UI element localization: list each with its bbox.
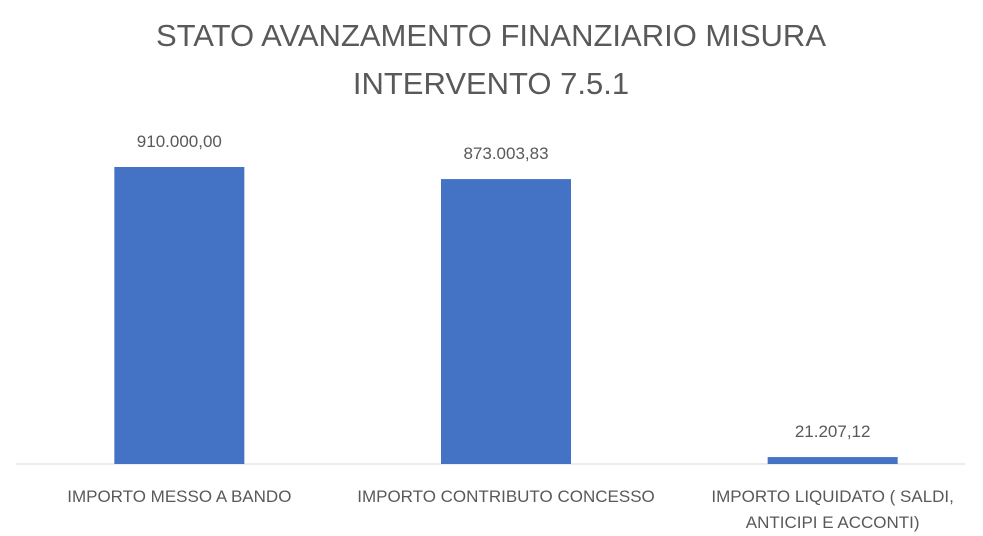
x-tick-label: IMPORTO CONTRIBUTO CONCESSO (357, 487, 655, 506)
chart-title: STATO AVANZAMENTO FINANZIARIO MISURA INT… (155, 18, 826, 101)
x-tick-label: IMPORTO LIQUIDATO ( SALDI, ANTICIPI E AC… (711, 487, 954, 532)
bar (114, 167, 245, 464)
bar (767, 457, 898, 464)
bar (441, 179, 571, 464)
x-tick-label: IMPORTO MESSO A BANDO (67, 487, 292, 506)
value-label: 873.003,83 (463, 144, 549, 164)
value-label: 910.000,00 (136, 132, 222, 151)
value-label: 21.207,12 (794, 422, 871, 442)
